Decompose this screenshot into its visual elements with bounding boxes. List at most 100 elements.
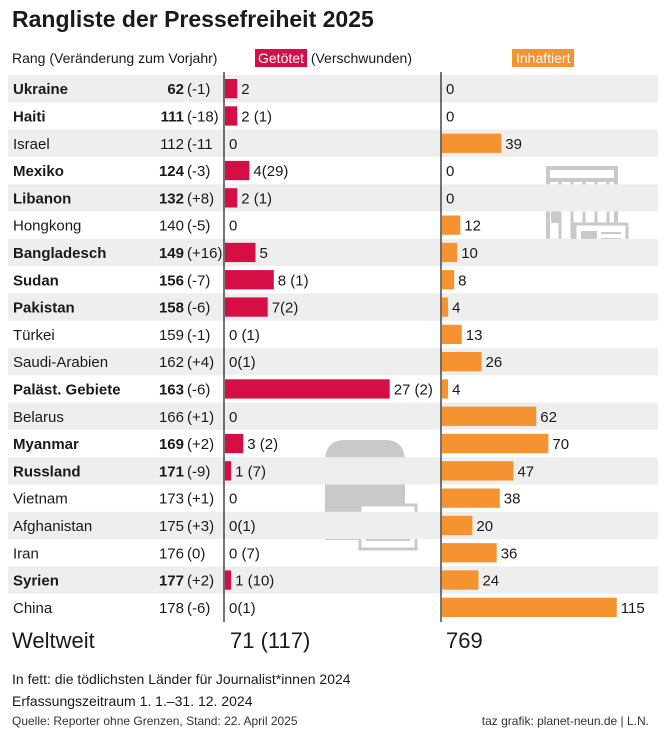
bold-note: In fett: die tödlichsten Länder für Jour… [12, 671, 351, 687]
row-background [8, 293, 658, 321]
jailed-bar [442, 570, 479, 590]
jailed-bar [442, 488, 500, 508]
killed-value-label: 27 (2) [394, 381, 433, 398]
rank-label: 175 [159, 518, 184, 535]
country-label: Russland [13, 463, 81, 480]
rank-change-label: (0) [187, 545, 205, 562]
rank-change-label: (+1) [187, 409, 214, 426]
jailed-value-label: 0 [446, 81, 454, 98]
killed-bar [225, 242, 256, 263]
row-background [8, 566, 658, 594]
jailed-bar [442, 297, 449, 317]
killed-column-header: Getötet (Verschwunden) [255, 49, 412, 67]
row-background [8, 129, 658, 157]
country-label: Haiti [13, 108, 46, 125]
row-background [8, 402, 658, 430]
rank-label: 177 [159, 573, 184, 590]
jailed-value-label: 20 [476, 518, 493, 535]
jailed-bar [442, 133, 502, 153]
killed-value-label: 0(1) [229, 518, 256, 535]
jailed-bar [442, 543, 497, 563]
rank-change-label: (-6) [187, 300, 210, 317]
jailed-bar [442, 324, 462, 344]
jailed-value-label: 12 [464, 218, 481, 235]
country-label: Saudi-Arabien [13, 354, 108, 371]
jailed-value-label: 13 [466, 327, 483, 344]
killed-value-label: 0 (1) [229, 327, 260, 344]
rank-label: 162 [159, 354, 184, 371]
jailed-bar [442, 515, 473, 536]
rank-change-label: (-7) [187, 272, 210, 289]
country-label: Bangladesch [13, 245, 106, 262]
country-label: Vietnam [13, 491, 68, 508]
killed-value-label: 8 (1) [278, 272, 309, 289]
killed-value-label: 2 [241, 81, 249, 98]
worldwide-label: Weltweit [12, 628, 95, 653]
jailed-value-label: 115 [621, 600, 645, 617]
killed-value-label: 2 (1) [241, 190, 272, 207]
jailed-bar [442, 406, 537, 426]
country-label: Hongkong [13, 218, 81, 235]
jailed-bar [442, 215, 461, 235]
rank-column-header: Rang (Veränderung zum Vorjahr) [12, 50, 218, 66]
killed-bar [225, 188, 238, 208]
rank-change-label: (-3) [187, 163, 210, 180]
country-label: Ukraine [13, 81, 68, 98]
killed-bar [225, 433, 244, 454]
rank-change-label: (+1) [187, 491, 214, 508]
rank-change-label: (+4) [187, 354, 214, 371]
jailed-legend-label: Inhaftiert [512, 49, 575, 67]
rank-change-label: (-1) [187, 81, 210, 98]
jailed-bar [442, 270, 455, 290]
row-background [8, 238, 658, 267]
row-background [8, 457, 658, 485]
source-note: Quelle: Reporter ohne Grenzen, Stand: 22… [12, 714, 298, 728]
killed-value-label: 0 [229, 218, 237, 235]
jailed-bar [442, 242, 458, 263]
country-label: Sudan [13, 272, 59, 289]
worldwide-jailed-total: 769 [446, 628, 483, 653]
jailed-bar [442, 461, 514, 481]
country-label: Iran [13, 545, 39, 562]
killed-value-label: 4(29) [253, 163, 288, 180]
killed-value-label: 0 (7) [229, 545, 260, 562]
killed-value-label: 5 [260, 245, 268, 262]
killed-bar [225, 461, 232, 481]
jailed-value-label: 47 [517, 463, 534, 480]
rank-change-label: (-6) [187, 381, 210, 398]
rank-label: 62 [167, 81, 184, 98]
killed-value-label: 0(1) [229, 354, 256, 371]
killed-bar [225, 297, 268, 317]
jailed-bar [442, 597, 617, 617]
country-label: Afghanistan [13, 518, 92, 535]
rank-change-label: (+16) [187, 245, 222, 262]
country-label: Libanon [13, 190, 71, 207]
rank-change-label: (+2) [187, 436, 214, 453]
country-label: Pakistan [13, 300, 75, 317]
row-background [8, 348, 658, 376]
rank-change-label: (+3) [187, 518, 214, 535]
killed-bar [225, 379, 390, 399]
country-label: Israel [13, 136, 50, 153]
killed-bar [225, 106, 238, 126]
country-label: Belarus [13, 409, 64, 426]
jailed-value-label: 0 [446, 190, 454, 207]
killed-value-label: 2 (1) [241, 108, 272, 125]
jailed-value-label: 0 [446, 108, 454, 125]
country-label: Myanmar [13, 436, 79, 453]
rank-label: 163 [159, 381, 184, 398]
rank-change-label: (-11 [187, 136, 213, 153]
jailed-value-label: 38 [504, 491, 521, 508]
country-label: Syrien [13, 573, 59, 590]
rank-label: 173 [159, 491, 184, 508]
rank-label: 159 [159, 327, 184, 344]
jailed-value-label: 10 [461, 245, 478, 262]
rank-label: 169 [159, 436, 184, 453]
killed-value-label: 1 (7) [235, 463, 266, 480]
rank-label: 171 [159, 463, 184, 480]
country-label: Mexiko [13, 163, 64, 180]
jailed-value-label: 4 [452, 300, 460, 317]
rank-change-label: (-18) [187, 108, 219, 125]
jailed-value-label: 8 [458, 272, 466, 289]
